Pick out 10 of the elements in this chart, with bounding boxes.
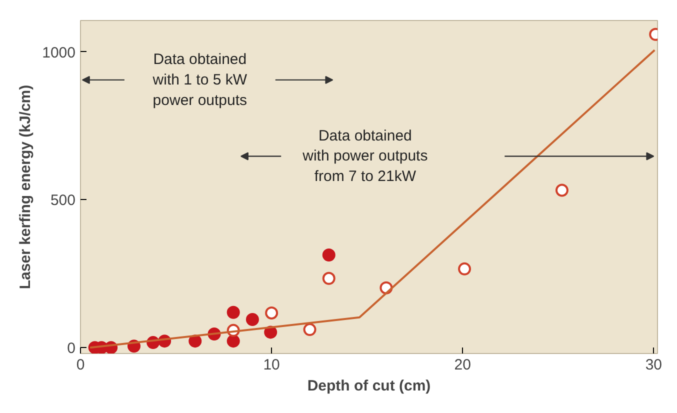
y-tick-label: 500 [50,192,76,210]
y-axis-title: Laser kerfing energy (kJ/cm) [17,84,34,290]
x-tick-label: 10 [263,356,280,374]
annotation: Data obtained with 1 to 5 kW power outputs [152,51,248,109]
y-tick-label: 1000 [42,44,76,62]
x-tick-label: 30 [645,356,662,374]
annotation: Data obtained with power outputs from 7 to 21kW [302,127,428,186]
x-axis-title: Depth of cut (cm) [307,378,431,394]
y-tick-label: 0 [67,340,76,358]
x-tick-label: 20 [454,356,471,374]
